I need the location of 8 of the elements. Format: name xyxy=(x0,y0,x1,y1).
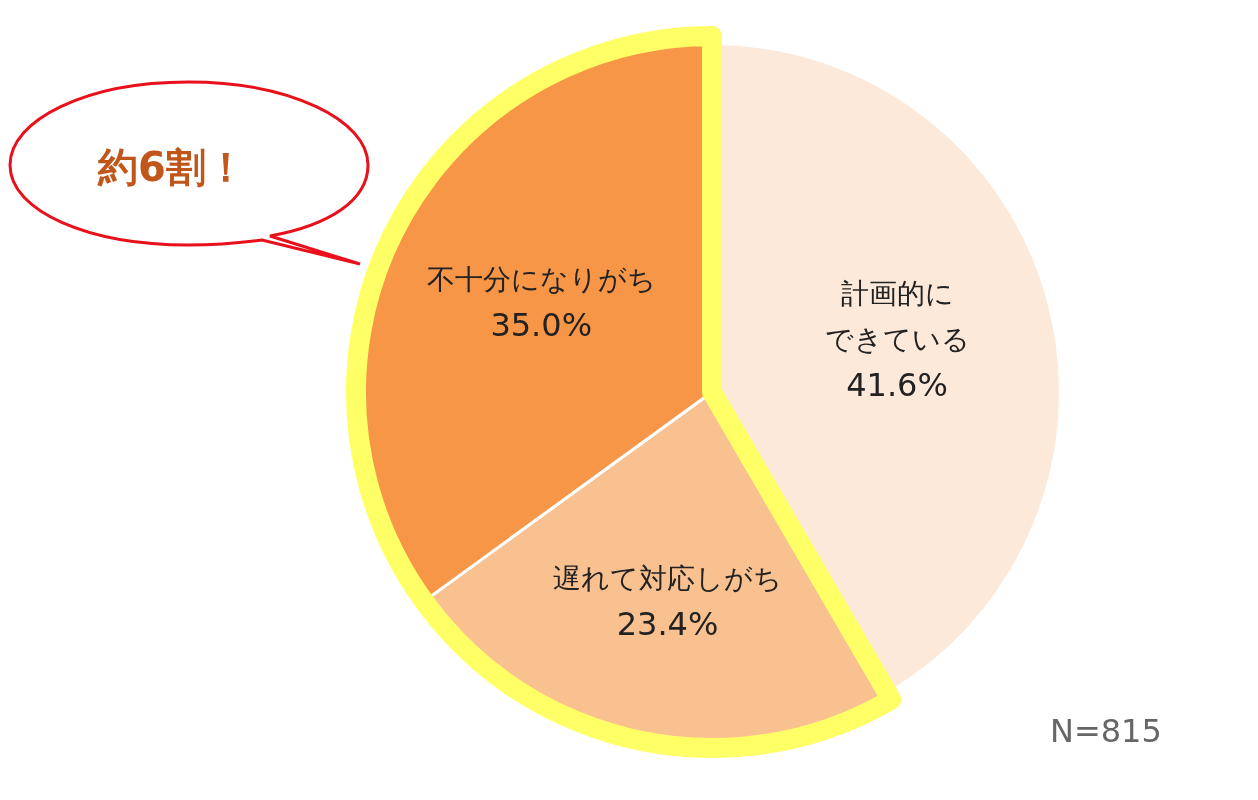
slice-label: 遅れて対応しがち xyxy=(553,561,783,595)
slice-label: 不十分になりがち xyxy=(426,263,656,297)
text: N=815 xyxy=(1050,712,1162,750)
text: 約6割！ xyxy=(98,143,246,192)
data-label: 23.4% xyxy=(616,604,719,643)
data-label: 41.6% xyxy=(846,366,948,405)
slice-label: 計画的にできている xyxy=(824,277,970,357)
data-label: 35.0% xyxy=(490,306,593,345)
